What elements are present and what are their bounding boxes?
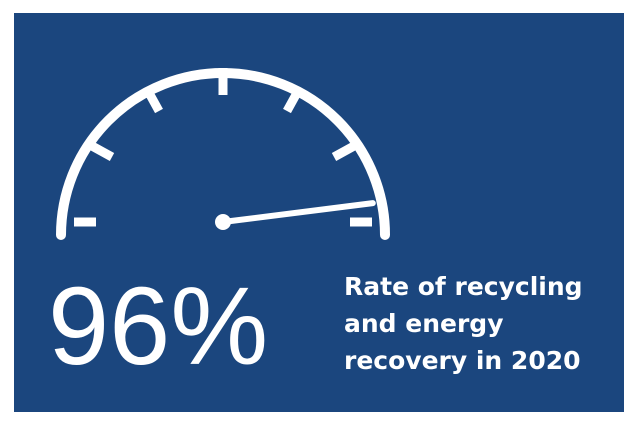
gauge-hub [215,214,231,230]
gauge-needle [220,200,376,225]
stat-caption: Rate of recycling and energy recovery in… [344,268,619,379]
speedometer-gauge-icon [56,68,390,240]
gauge-tick [89,142,115,161]
caption-line: recovery in 2020 [344,346,581,375]
gauge-tick [331,142,357,161]
caption-line: Rate of recycling [344,272,583,301]
stat-value: 96% [48,265,269,388]
stat-card: 96% Rate of recycling and energy recover… [14,13,624,412]
gauge-tick [283,88,302,114]
caption-line: and energy [344,309,504,338]
gauge-tick [144,88,163,114]
